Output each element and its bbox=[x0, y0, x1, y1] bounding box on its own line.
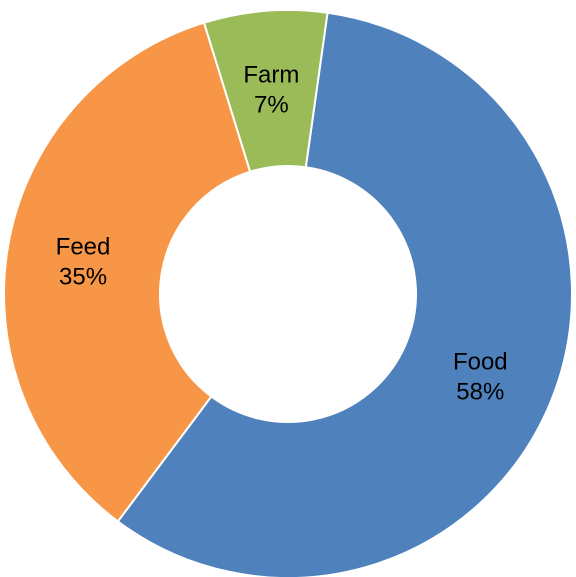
slice-label-feed: Feed 35% bbox=[56, 234, 111, 291]
slice-percent-food: 58% bbox=[456, 378, 504, 405]
slice-label-food: Food 58% bbox=[453, 348, 508, 405]
labels-layer: Food 58% Feed 35% Farm 7% bbox=[56, 62, 508, 406]
slice-farm bbox=[202, 9, 329, 173]
slice-food bbox=[116, 11, 573, 577]
slice-category-feed: Feed bbox=[56, 234, 111, 261]
slice-category-farm: Farm bbox=[243, 62, 299, 89]
slice-label-farm: Farm 7% bbox=[243, 62, 299, 119]
slices-layer bbox=[2, 9, 573, 577]
slice-percent-farm: 7% bbox=[254, 92, 289, 119]
slice-category-food: Food bbox=[453, 348, 508, 375]
slice-percent-feed: 35% bbox=[59, 264, 107, 291]
slice-feed bbox=[2, 21, 252, 523]
